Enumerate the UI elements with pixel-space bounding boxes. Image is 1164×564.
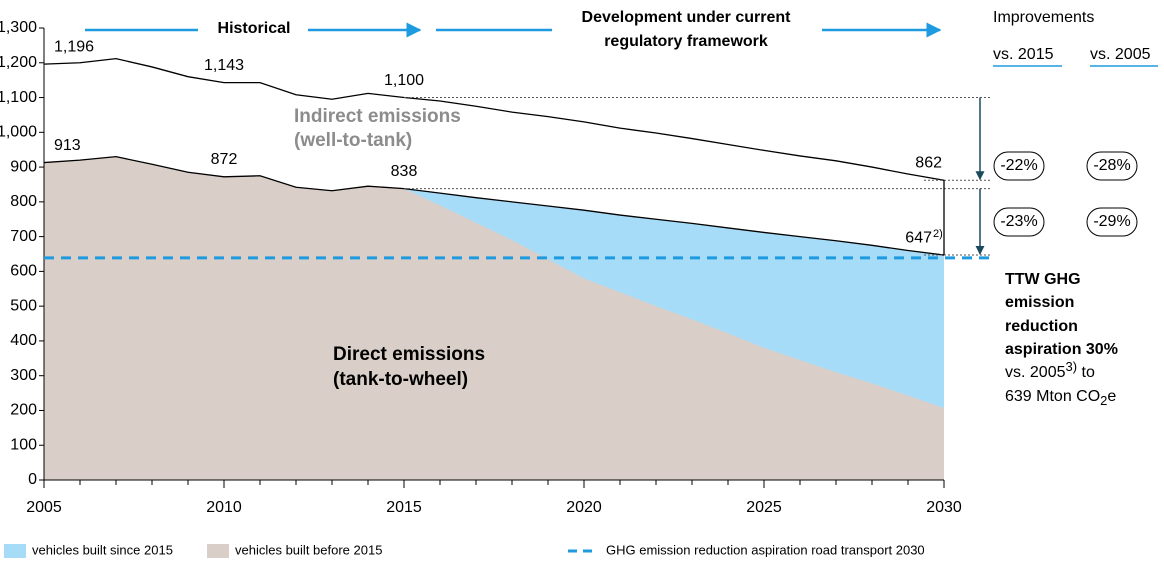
improvements-title: Improvements [993,9,1094,26]
aspiration: reduction [1005,318,1078,335]
y-tick-label: 1,000 [0,124,37,141]
footnote: 2) [933,228,943,240]
value-label: 1,100 [384,72,424,89]
y-tick-label: 700 [10,228,37,245]
y-tick-label: 1,300 [0,19,37,36]
value-label: 838 [391,163,418,180]
header-historical: Historical [218,20,291,37]
y-tick-label: 800 [10,193,37,210]
area-label: (tank-to-wheel) [333,369,468,390]
improvements-column: vs. 2005 [1090,46,1151,63]
footnote: 3) [1065,359,1077,374]
aspiration: aspiration 30% [1005,341,1118,358]
legend-swatch [4,544,26,558]
value-label: 1,196 [54,38,94,55]
y-tick-label: 300 [10,367,37,384]
subscript: 2 [1100,393,1107,408]
plot [43,57,945,480]
improvement: -29% [1093,213,1130,230]
value-label: 862 [915,155,942,172]
area [44,156,944,480]
improvement: -22% [1000,157,1037,174]
y-tick-label: 400 [10,332,37,349]
header-development: Development under current [582,9,792,26]
y-tick-label: 600 [10,263,37,280]
aspiration-part: to [1077,364,1095,381]
value-label: 913 [54,137,81,154]
legend-label: GHG emission reduction aspiration road t… [606,542,925,557]
legend-label: vehicles built since 2015 [32,542,173,557]
value-label: 1,143 [204,57,244,74]
improvements-column: vs. 2015 [993,46,1054,63]
aspiration: emission [1005,294,1074,311]
y-tick-label: 900 [10,158,37,175]
badge [1086,207,1138,237]
value-label: 872 [211,151,238,168]
aspiration: vs. 20053) to [1005,359,1095,381]
x-tick-label: 2030 [926,499,962,516]
x-tick-label: 2015 [386,499,422,516]
area-label: (well-to-tank) [294,130,412,151]
area-label: Direct emissions [333,344,485,365]
line [43,155,945,256]
value-label: 647 [905,229,932,246]
aspiration-part: 639 Mton CO [1005,388,1100,405]
aspiration-part: vs. 2005 [1005,364,1066,381]
badge [993,207,1045,237]
aspiration: 639 Mton CO2e [1005,388,1116,408]
y-tick-label: 1,200 [0,54,37,71]
x-tick-label: 2010 [206,499,242,516]
badge [993,151,1045,181]
y-tick-label: 200 [10,402,37,419]
x-tick-label: 2005 [26,499,62,516]
header-development: regulatory framework [604,33,768,50]
badge [1086,151,1138,181]
aspiration: TTW GHG [1005,271,1081,288]
area-label: Indirect emissions [294,106,461,127]
x-tick-label: 2025 [746,499,782,516]
aspiration-part: e [1107,388,1116,405]
improvement: -28% [1093,157,1130,174]
improvement: -23% [1000,213,1037,230]
y-tick-label: 0 [28,471,37,488]
y-tick-label: 1,100 [0,89,37,106]
legend-swatch [207,544,229,558]
legend-label: vehicles built before 2015 [235,542,382,557]
x-tick-label: 2020 [566,499,602,516]
y-tick-label: 500 [10,297,37,314]
line [43,57,945,181]
y-tick-label: 100 [10,436,37,453]
